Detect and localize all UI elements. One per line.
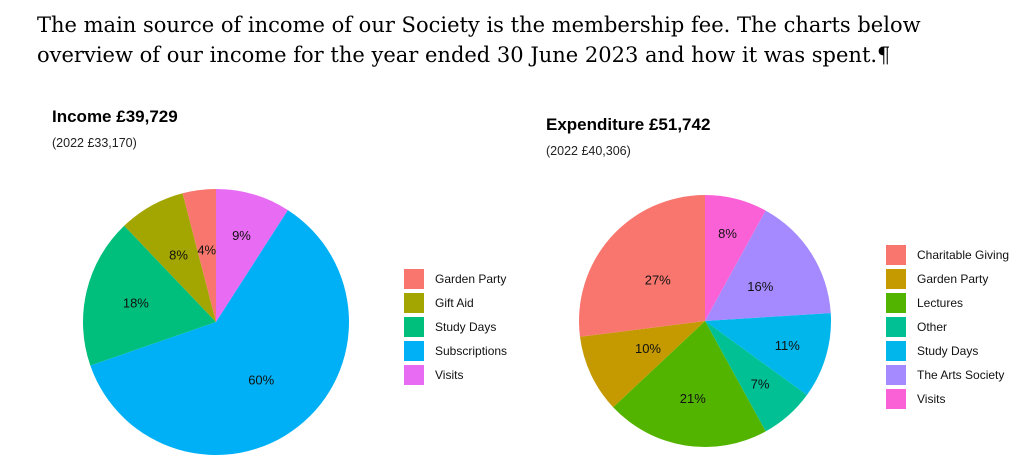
income-legend-item-subscriptions: Subscriptions	[404, 339, 507, 363]
income-legend-label-subscriptions: Subscriptions	[435, 344, 508, 358]
expenditure-label-the-arts-society: 16%	[747, 279, 773, 294]
intro-line-1: The main source of income of our Society…	[37, 13, 921, 37]
income-legend-swatch-gift-aid	[404, 293, 424, 313]
expenditure-legend-label-other: Other	[917, 320, 948, 334]
expenditure-legend-label-study-days: Study Days	[917, 344, 979, 358]
intro-line-2: overview of our income for the year ende…	[37, 43, 891, 67]
expenditure-legend-item-study-days: Study Days	[886, 339, 1009, 363]
expenditure-label-garden-party: 10%	[635, 341, 661, 356]
income-legend-swatch-visits	[404, 365, 424, 385]
income-slice-visits	[216, 189, 288, 322]
expenditure-legend-item-visits: Visits	[886, 387, 1009, 411]
expenditure-legend-swatch-charitable-giving	[886, 245, 906, 265]
intro-text: The main source of income of our Society…	[37, 10, 1024, 70]
income-legend-label-gift-aid: Gift Aid	[435, 296, 474, 310]
expenditure-slice-the-arts-society	[705, 210, 831, 321]
expenditure-legend-item-the-arts-society: The Arts Society	[886, 363, 1009, 387]
income-legend-swatch-subscriptions	[404, 341, 424, 361]
income-legend-item-visits: Visits	[404, 363, 507, 387]
income-chart-title: Income £39,729	[52, 107, 178, 126]
expenditure-legend-swatch-lectures	[886, 293, 906, 313]
income-label-study-days: 18%	[123, 296, 149, 311]
income-slice-gift-aid	[124, 193, 216, 322]
income-legend-swatch-garden-party	[404, 269, 424, 289]
income-slice-subscriptions	[90, 210, 349, 455]
income-label-subscriptions: 60%	[248, 372, 274, 387]
expenditure-label-visits: 8%	[718, 226, 737, 241]
expenditure-legend-swatch-study-days	[886, 341, 906, 361]
expenditure-chart-title: Expenditure £51,742	[546, 115, 711, 134]
expenditure-label-study-days: 11%	[775, 338, 800, 353]
expenditure-legend-item-garden-party: Garden Party	[886, 267, 1009, 291]
expenditure-legend-label-charitable-giving: Charitable Giving	[917, 248, 1010, 262]
income-legend-item-gift-aid: Gift Aid	[404, 291, 507, 315]
income-slice-garden-party	[182, 189, 216, 322]
expenditure-legend-label-garden-party: Garden Party	[917, 272, 989, 286]
income-label-garden-party: 4%	[197, 242, 216, 257]
expenditure-legend-swatch-visits	[886, 389, 906, 409]
income-legend-item-study-days: Study Days	[404, 315, 507, 339]
income-label-visits: 9%	[232, 228, 251, 243]
expenditure-slice-other	[705, 321, 807, 432]
expenditure-slice-charitable-giving	[579, 195, 705, 337]
expenditure-legend-swatch-garden-party	[886, 269, 906, 289]
expenditure-label-other: 7%	[751, 376, 770, 391]
expenditure-legend-label-visits: Visits	[917, 392, 946, 406]
income-legend-label-visits: Visits	[435, 368, 464, 382]
expenditure-slice-study-days	[705, 313, 831, 396]
expenditure-slice-visits	[705, 195, 766, 321]
expenditure-legend-item-lectures: Lectures	[886, 291, 1009, 315]
expenditure-legend-label-the-arts-society: The Arts Society	[917, 368, 1005, 382]
income-chart-subtitle: (2022 £33,170)	[52, 136, 137, 150]
income-legend: Garden Party Gift Aid Study Days Subscripti…	[404, 267, 507, 387]
expenditure-legend-swatch-the-arts-society	[886, 365, 906, 385]
expenditure-legend-item-other: Other	[886, 315, 1009, 339]
income-slice-study-days	[82, 225, 216, 366]
expenditure-label-charitable-giving: 27%	[645, 272, 671, 287]
expenditure-legend-swatch-other	[886, 317, 906, 337]
expenditure-legend-item-charitable-giving: Charitable Giving	[886, 243, 1009, 267]
income-legend-label-study-days: Study Days	[435, 320, 497, 334]
income-legend-swatch-study-days	[404, 317, 424, 337]
expenditure-slice-lectures	[613, 321, 766, 447]
income-legend-label-garden-party: Garden Party	[435, 272, 507, 286]
expenditure-slice-garden-party	[579, 321, 705, 408]
expenditure-chart-subtitle: (2022 £40,306)	[546, 144, 631, 158]
expenditure-label-lectures: 21%	[680, 391, 706, 406]
expenditure-legend-label-lectures: Lectures	[917, 296, 964, 310]
income-label-gift-aid: 8%	[169, 248, 188, 263]
income-legend-item-garden-party: Garden Party	[404, 267, 507, 291]
expenditure-legend: Charitable Giving Garden Party Lectures Oth…	[886, 243, 1009, 411]
